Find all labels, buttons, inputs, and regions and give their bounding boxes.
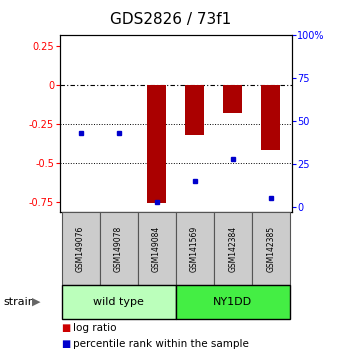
Bar xyxy=(213,212,252,285)
Bar xyxy=(176,285,290,319)
Text: percentile rank within the sample: percentile rank within the sample xyxy=(73,339,249,349)
Bar xyxy=(176,212,213,285)
Text: ■: ■ xyxy=(61,323,71,333)
Bar xyxy=(100,212,138,285)
Text: ▶: ▶ xyxy=(32,297,40,307)
Text: strain: strain xyxy=(3,297,35,307)
Text: GSM142384: GSM142384 xyxy=(228,225,237,272)
Text: log ratio: log ratio xyxy=(73,323,117,333)
Bar xyxy=(147,85,166,203)
Text: wild type: wild type xyxy=(93,297,144,307)
Text: ■: ■ xyxy=(61,339,71,349)
Text: NY1DD: NY1DD xyxy=(213,297,252,307)
Bar xyxy=(185,85,204,135)
Text: GSM149078: GSM149078 xyxy=(114,225,123,272)
Text: GSM149084: GSM149084 xyxy=(152,225,161,272)
Bar xyxy=(223,85,242,113)
Text: GSM149076: GSM149076 xyxy=(76,225,85,272)
Bar xyxy=(62,212,100,285)
Bar xyxy=(261,85,280,150)
Text: GSM141569: GSM141569 xyxy=(190,225,199,272)
Bar xyxy=(138,212,176,285)
Text: GDS2826 / 73f1: GDS2826 / 73f1 xyxy=(110,12,231,27)
Bar xyxy=(62,285,176,319)
Bar xyxy=(252,212,290,285)
Text: GSM142385: GSM142385 xyxy=(266,225,275,272)
